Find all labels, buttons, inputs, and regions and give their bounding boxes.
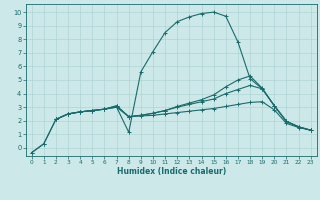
X-axis label: Humidex (Indice chaleur): Humidex (Indice chaleur) bbox=[116, 167, 226, 176]
